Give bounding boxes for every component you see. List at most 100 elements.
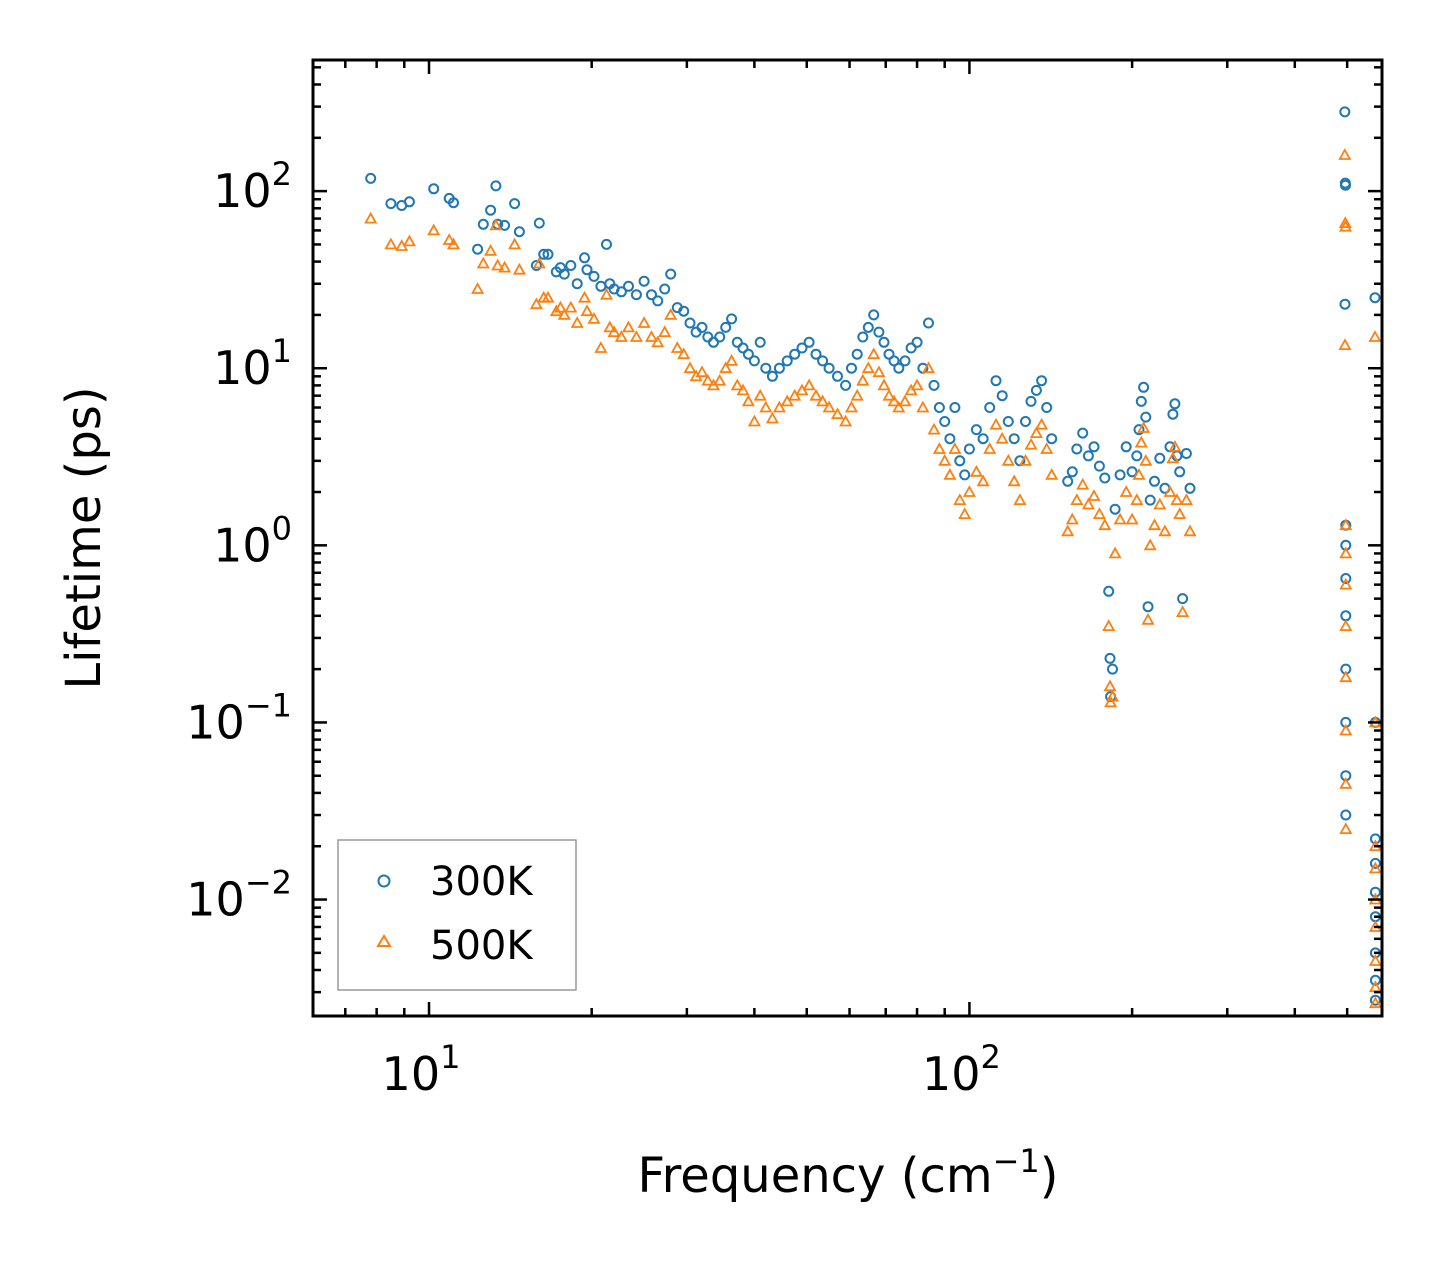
point-300k-149 [1369, 292, 1381, 304]
point-500k-81 [927, 422, 941, 435]
point-300k-47 [720, 321, 732, 333]
point-500k-97 [1018, 453, 1033, 466]
point-300k-143 [1340, 573, 1352, 584]
point-500k-122 [1137, 421, 1151, 433]
point-300k-115 [1109, 503, 1121, 515]
x-tick-label-0: 101 [382, 1038, 461, 1101]
point-500k-32 [621, 320, 636, 333]
point-300k-9 [485, 204, 497, 216]
y-tick-label-4: 10−2 [186, 864, 292, 927]
point-300k-45 [708, 336, 719, 348]
point-500k-71 [872, 365, 886, 378]
point-300k-34 [638, 275, 650, 287]
point-300k-3 [403, 196, 415, 208]
point-500k-44 [701, 373, 715, 386]
point-300k-17 [538, 248, 550, 260]
point-500k-108 [1087, 489, 1101, 501]
point-500k-52 [747, 414, 761, 427]
point-500k-103 [1061, 524, 1075, 537]
point-500k-117 [1119, 485, 1133, 497]
point-500k-82 [932, 442, 946, 454]
point-300k-38 [665, 268, 677, 280]
point-300k-101 [1041, 402, 1053, 413]
point-500k-99 [1029, 426, 1043, 438]
point-500k-11 [491, 258, 505, 271]
point-300k-64 [832, 370, 843, 382]
point-500k-38 [664, 308, 678, 320]
point-300k-102 [1046, 433, 1058, 445]
point-500k-35 [644, 330, 659, 342]
point-300k-109 [1093, 460, 1105, 472]
point-500k-70 [867, 347, 881, 360]
point-500k-126 [1147, 518, 1162, 531]
point-500k-55 [765, 411, 779, 424]
point-300k-88 [963, 443, 975, 455]
point-500k-66 [844, 400, 859, 413]
point-500k-80 [921, 361, 936, 374]
point-300k-103 [1062, 475, 1074, 487]
point-300k-61 [810, 348, 822, 360]
point-300k-55 [766, 370, 778, 382]
point-500k-73 [882, 388, 896, 401]
point-500k-4 [427, 223, 441, 236]
point-300k-125 [1144, 494, 1156, 506]
point-300k-54 [760, 362, 772, 374]
point-300k-78 [911, 336, 923, 348]
point-300k-95 [1008, 433, 1020, 445]
point-500k-75 [892, 400, 906, 413]
point-500k-95 [1007, 474, 1021, 487]
point-500k-105 [1070, 493, 1084, 505]
point-500k-135 [1179, 493, 1193, 505]
point-500k-116 [1113, 512, 1127, 525]
point-300k-130 [1167, 408, 1179, 420]
point-500k-40 [677, 347, 691, 360]
point-500k-123 [1139, 453, 1153, 466]
legend-label-300k: 300K [430, 859, 534, 905]
point-500k-141 [1339, 518, 1353, 531]
point-500k-9 [484, 243, 498, 256]
point-300k-31 [615, 286, 627, 298]
point-500k-67 [850, 388, 864, 401]
point-300k-76 [899, 355, 911, 367]
point-300k-32 [623, 280, 634, 292]
point-500k-1 [384, 237, 398, 250]
point-500k-56 [772, 400, 786, 413]
point-500k-28 [599, 287, 614, 300]
point-500k-120 [1132, 468, 1146, 480]
point-500k-37 [658, 325, 672, 337]
point-500k-3 [402, 234, 416, 247]
point-300k-4 [428, 183, 440, 195]
point-300k-122 [1138, 381, 1150, 393]
point-500k-20 [553, 300, 567, 313]
point-300k-89 [970, 424, 982, 436]
point-300k-23 [571, 278, 583, 290]
point-500k-61 [809, 388, 823, 401]
point-300k-92 [990, 375, 1002, 387]
point-300k-91 [984, 402, 996, 413]
point-500k-78 [910, 378, 924, 391]
point-300k-148 [1340, 809, 1352, 821]
point-300k-107 [1082, 450, 1094, 462]
point-500k-109 [1092, 507, 1106, 519]
point-500k-87 [958, 507, 972, 519]
point-300k-68 [857, 331, 869, 343]
point-300k-124 [1142, 601, 1154, 613]
point-300k-24 [579, 252, 590, 264]
point-300k-70 [868, 309, 880, 321]
point-500k-127 [1153, 497, 1167, 510]
point-300k-35 [646, 289, 657, 301]
point-500k-23 [570, 316, 584, 328]
tick-labels: 101 102 102 101 100 10−1 10−2 [186, 155, 1001, 1101]
point-300k-52 [748, 355, 760, 367]
point-500k-146 [1339, 723, 1353, 736]
point-300k-123 [1140, 411, 1152, 423]
point-300k-74 [888, 355, 900, 367]
point-500k-41 [683, 361, 697, 374]
point-500k-92 [989, 417, 1003, 430]
point-300k-36 [652, 295, 664, 307]
point-300k-140 [1339, 298, 1351, 310]
point-500k-140 [1338, 338, 1352, 350]
point-300k-111 [1103, 585, 1115, 597]
point-500k-53 [753, 388, 767, 401]
